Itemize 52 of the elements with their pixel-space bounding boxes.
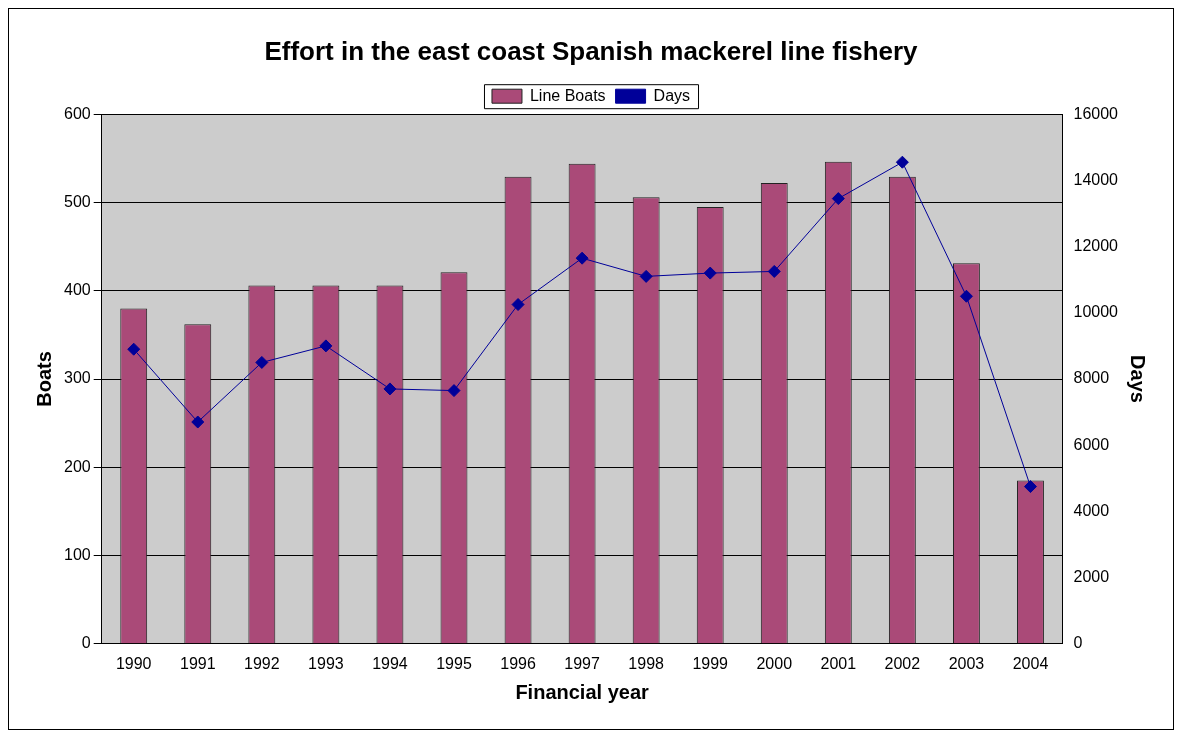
y-tick-label: 500: [63, 192, 91, 210]
y2-tick-label: 8000: [1073, 369, 1110, 387]
point: [895, 155, 909, 169]
y-tick-label: 400: [63, 281, 91, 299]
y2-tick-label: 14000: [1073, 170, 1119, 188]
x-axis-title: Financial year: [515, 680, 650, 703]
x-tick-label: 2001: [820, 654, 857, 672]
x-tick-label: 1999: [692, 654, 729, 672]
y2-tick-label: 0: [1073, 634, 1083, 652]
x-tick-label: 1990: [115, 654, 152, 672]
x-tick-label: 1992: [244, 654, 280, 672]
x-tick-label: 1991: [179, 654, 216, 672]
x-tick-label: 1998: [628, 654, 665, 672]
point: [959, 289, 973, 303]
y2-tick-label: 16000: [1073, 104, 1119, 122]
point: [191, 415, 205, 429]
y-tick-label: 200: [63, 457, 91, 475]
y2-tick-label: 12000: [1073, 237, 1119, 255]
x-tick-label: 2004: [1012, 654, 1049, 672]
legend-label: Line Boats: [529, 86, 606, 104]
point: [639, 269, 653, 283]
y-axis-title: Boats: [32, 351, 55, 407]
point: [383, 382, 397, 396]
x-tick-label: 2002: [884, 654, 921, 672]
legend-label: Days: [653, 86, 691, 104]
y-tick-label: 0: [81, 634, 91, 652]
point: [703, 266, 717, 280]
point: [447, 384, 461, 398]
x-tick-label: 1997: [564, 654, 600, 672]
x-tick-label: 2003: [948, 654, 985, 672]
point: [1023, 480, 1037, 494]
point: [831, 192, 845, 206]
y2-tick-label: 6000: [1073, 435, 1110, 453]
point: [511, 298, 525, 312]
x-tick-label: 1995: [436, 654, 472, 672]
y-tick-label: 300: [63, 369, 91, 387]
point: [255, 355, 269, 369]
y2-tick-label: 10000: [1073, 303, 1119, 321]
chart-title: Effort in the east coast Spanish mackerel line fishery: [264, 35, 919, 66]
point: [319, 339, 333, 353]
x-tick-label: 1994: [372, 654, 408, 672]
y-tick-label: 600: [63, 104, 91, 122]
y2-tick-label: 2000: [1073, 568, 1110, 586]
y2-axis-title: Days: [1127, 355, 1150, 403]
x-tick-label: 2000: [756, 654, 793, 672]
x-tick-label: 1993: [308, 654, 344, 672]
y2-tick-label: 4000: [1073, 501, 1110, 519]
point: [767, 264, 781, 278]
point: [575, 251, 589, 265]
point: [127, 342, 141, 356]
y-tick-label: 100: [63, 545, 91, 563]
x-tick-label: 1996: [500, 654, 536, 672]
